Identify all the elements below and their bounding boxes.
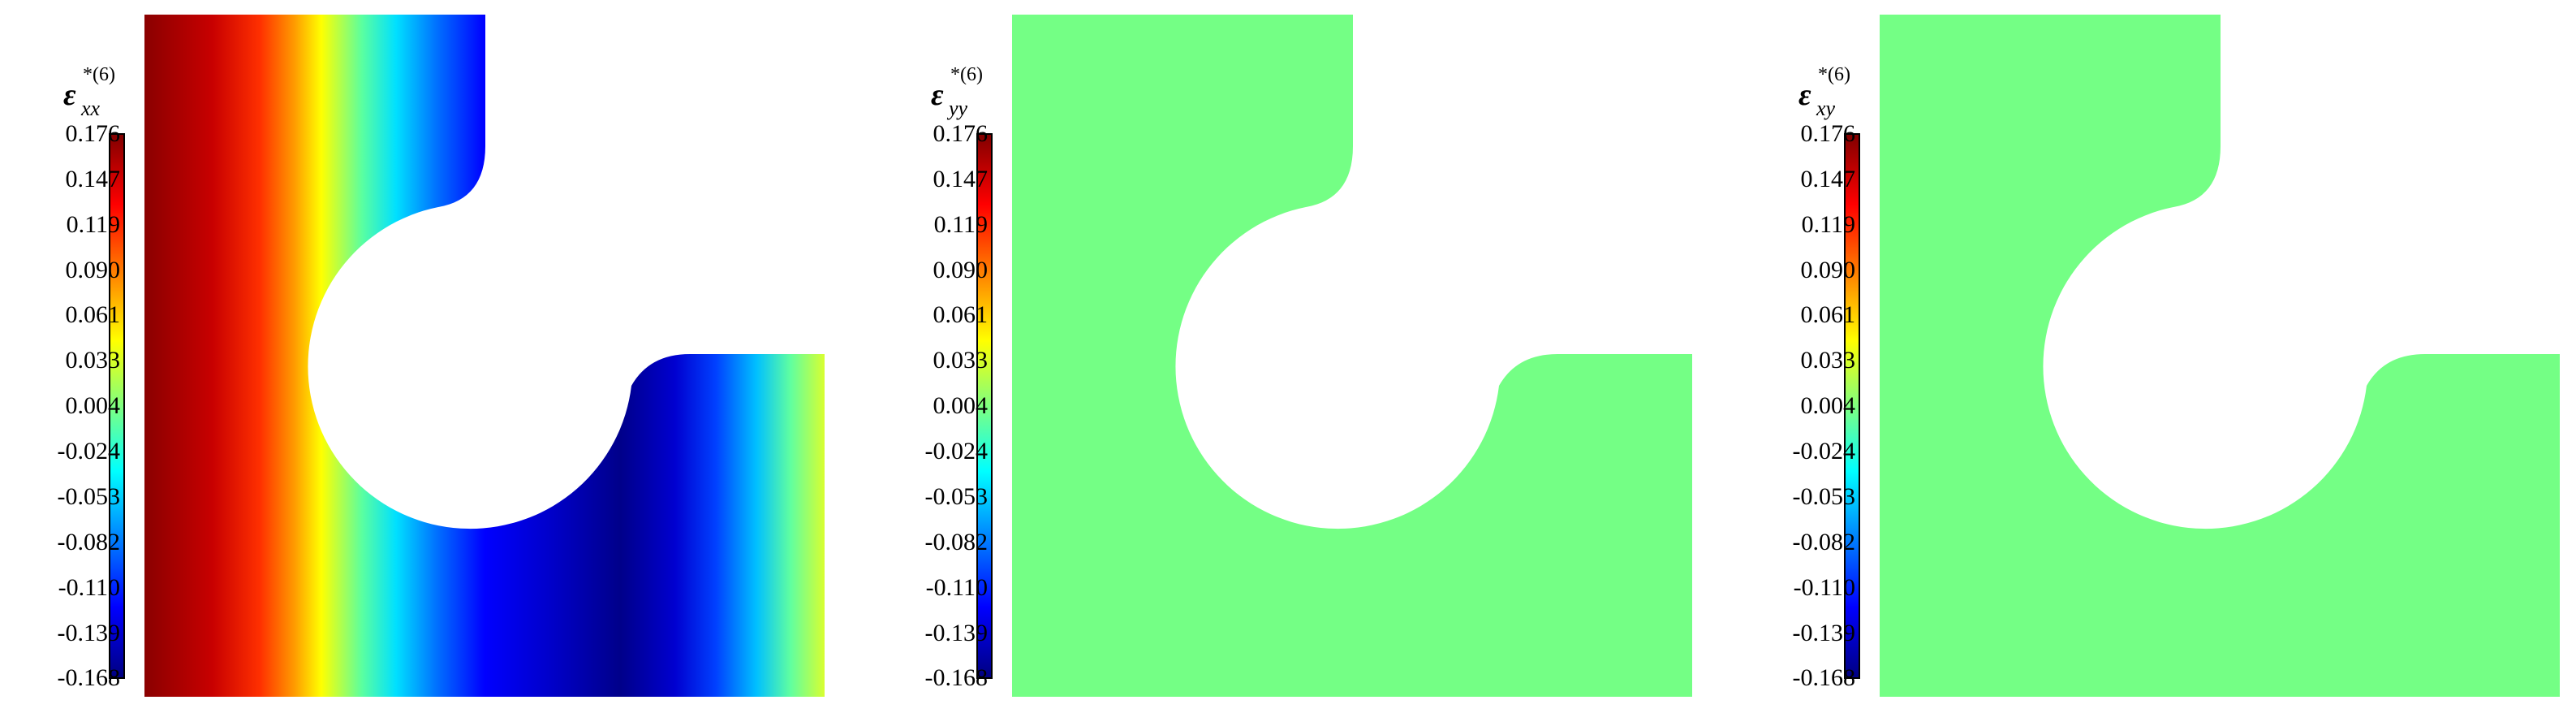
colorbar-title: ε xy *(6) — [1792, 61, 1873, 120]
tick-label: 0.176 — [933, 120, 989, 147]
colorbar-ticks: 0.176 0.147 0.119 0.090 0.061 0.033 0.00… — [868, 0, 989, 713]
tick-label: -0.168 — [57, 664, 121, 691]
strain-superscript: *(6) — [1818, 64, 1850, 85]
tick-label: 0.004 — [1800, 392, 1856, 419]
panel-strain-yy: ε yy *(6) 0.176 0.147 0.119 0.090 0.061 … — [868, 0, 1720, 713]
tick-label: 0.004 — [933, 392, 989, 419]
tick-label: 0.061 — [1800, 301, 1856, 328]
tick-label: 0.147 — [65, 166, 121, 192]
colorbar-title: ε yy *(6) — [924, 61, 1006, 120]
contour-plot-xy — [1844, 15, 2560, 697]
tick-label: 0.176 — [1800, 120, 1856, 147]
tick-label: 0.176 — [65, 120, 121, 147]
tick-label: -0.168 — [1792, 664, 1856, 691]
domain-shape — [1880, 15, 2560, 697]
colorbar-title: ε xx *(6) — [57, 61, 138, 120]
tick-label: 0.119 — [933, 211, 988, 238]
tick-label: -0.110 — [1793, 574, 1855, 601]
contour-plot-xx — [109, 15, 825, 697]
tick-label: -0.053 — [57, 483, 121, 510]
tick-label: 0.061 — [933, 301, 989, 328]
strain-symbol: ε — [63, 78, 76, 112]
strain-subscript: xx — [81, 97, 101, 120]
colorbar — [1844, 133, 1860, 679]
tick-label: 0.004 — [65, 392, 121, 419]
domain-shape — [144, 15, 825, 697]
tick-label: -0.082 — [924, 529, 989, 555]
colorbar-ticks: 0.176 0.147 0.119 0.090 0.061 0.033 0.00… — [0, 0, 121, 713]
tick-label: 0.033 — [1800, 347, 1856, 374]
tick-label: -0.168 — [924, 664, 989, 691]
strain-subscript: xy — [1816, 97, 1836, 120]
tick-label: -0.082 — [1792, 529, 1856, 555]
tick-label: 0.147 — [933, 166, 989, 192]
tick-label: -0.024 — [924, 438, 989, 465]
tick-label: 0.147 — [1800, 166, 1856, 192]
domain-shape — [1012, 15, 1692, 697]
contour-plot-yy — [976, 15, 1692, 697]
colorbar-ticks: 0.176 0.147 0.119 0.090 0.061 0.033 0.00… — [1735, 0, 1856, 713]
tick-label: -0.110 — [925, 574, 988, 601]
tick-label: -0.082 — [57, 529, 121, 555]
tick-label: -0.139 — [57, 620, 121, 646]
strain-superscript: *(6) — [950, 64, 983, 85]
tick-label: -0.024 — [1792, 438, 1856, 465]
tick-label: 0.090 — [1800, 257, 1856, 283]
strain-superscript: *(6) — [83, 64, 115, 85]
tick-label: 0.033 — [933, 347, 989, 374]
strain-subscript: yy — [949, 97, 968, 120]
strain-symbol: ε — [1798, 78, 1811, 112]
colorbar — [109, 133, 125, 679]
tick-label: -0.024 — [57, 438, 121, 465]
colorbar — [976, 133, 993, 679]
tick-label: -0.053 — [924, 483, 989, 510]
tick-label: -0.139 — [1792, 620, 1856, 646]
tick-label: 0.033 — [65, 347, 121, 374]
tick-label: 0.090 — [933, 257, 989, 283]
panel-strain-xy: ε xy *(6) 0.176 0.147 0.119 0.090 0.061 … — [1735, 0, 2576, 713]
tick-label: 0.119 — [1801, 211, 1855, 238]
tick-label: -0.053 — [1792, 483, 1856, 510]
strain-symbol: ε — [931, 78, 944, 112]
tick-label: 0.119 — [66, 211, 120, 238]
panel-strain-xx: ε xx *(6) 0.176 0.147 0.119 0.090 0.061 … — [0, 0, 852, 713]
tick-label: -0.110 — [58, 574, 120, 601]
tick-label: 0.090 — [65, 257, 121, 283]
tick-label: -0.139 — [924, 620, 989, 646]
tick-label: 0.061 — [65, 301, 121, 328]
